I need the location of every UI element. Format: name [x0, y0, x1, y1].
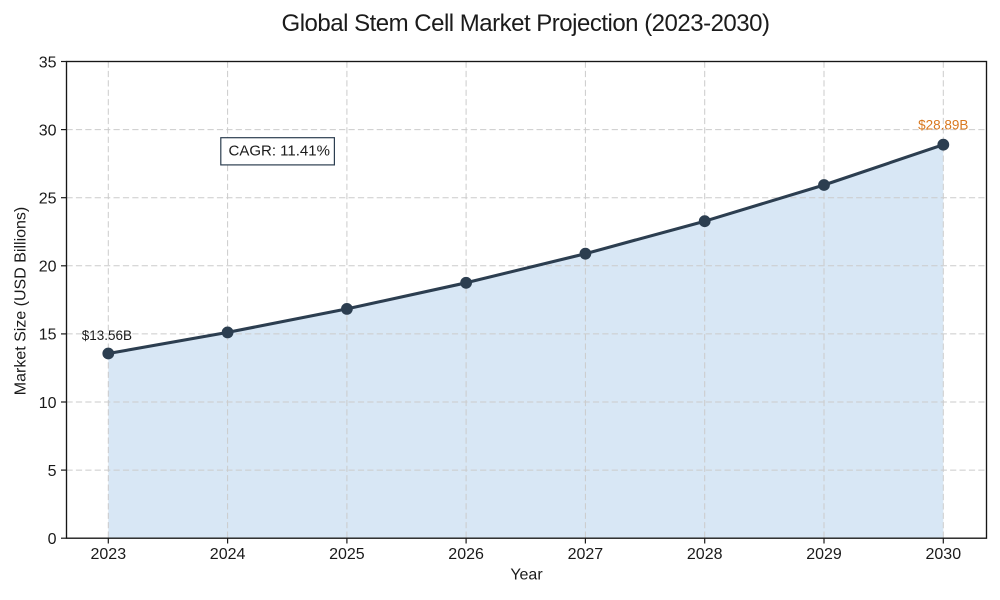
svg-text:$13.56B: $13.56B [82, 328, 132, 343]
svg-text:15: 15 [39, 327, 57, 344]
svg-text:2030: 2030 [926, 546, 962, 563]
svg-text:0: 0 [48, 531, 57, 548]
svg-text:35: 35 [39, 54, 57, 71]
svg-text:2029: 2029 [806, 546, 842, 563]
svg-text:Market Size (USD Billions): Market Size (USD Billions) [13, 207, 30, 395]
svg-text:10: 10 [39, 395, 57, 412]
svg-text:2023: 2023 [91, 546, 127, 563]
svg-text:CAGR: 11.41%: CAGR: 11.41% [229, 143, 330, 160]
svg-text:2028: 2028 [687, 546, 723, 563]
svg-text:$28.89B: $28.89B [918, 118, 968, 133]
svg-text:25: 25 [39, 191, 57, 208]
svg-text:20: 20 [39, 259, 57, 276]
svg-text:Year: Year [510, 567, 543, 584]
svg-text:2026: 2026 [448, 546, 484, 563]
svg-text:Global Stem Cell Market Projec: Global Stem Cell Market Projection (2023… [282, 10, 770, 37]
svg-text:30: 30 [39, 122, 57, 139]
svg-text:2027: 2027 [568, 546, 604, 563]
svg-text:2024: 2024 [210, 546, 246, 563]
svg-text:5: 5 [48, 463, 57, 480]
svg-text:2025: 2025 [329, 546, 365, 563]
